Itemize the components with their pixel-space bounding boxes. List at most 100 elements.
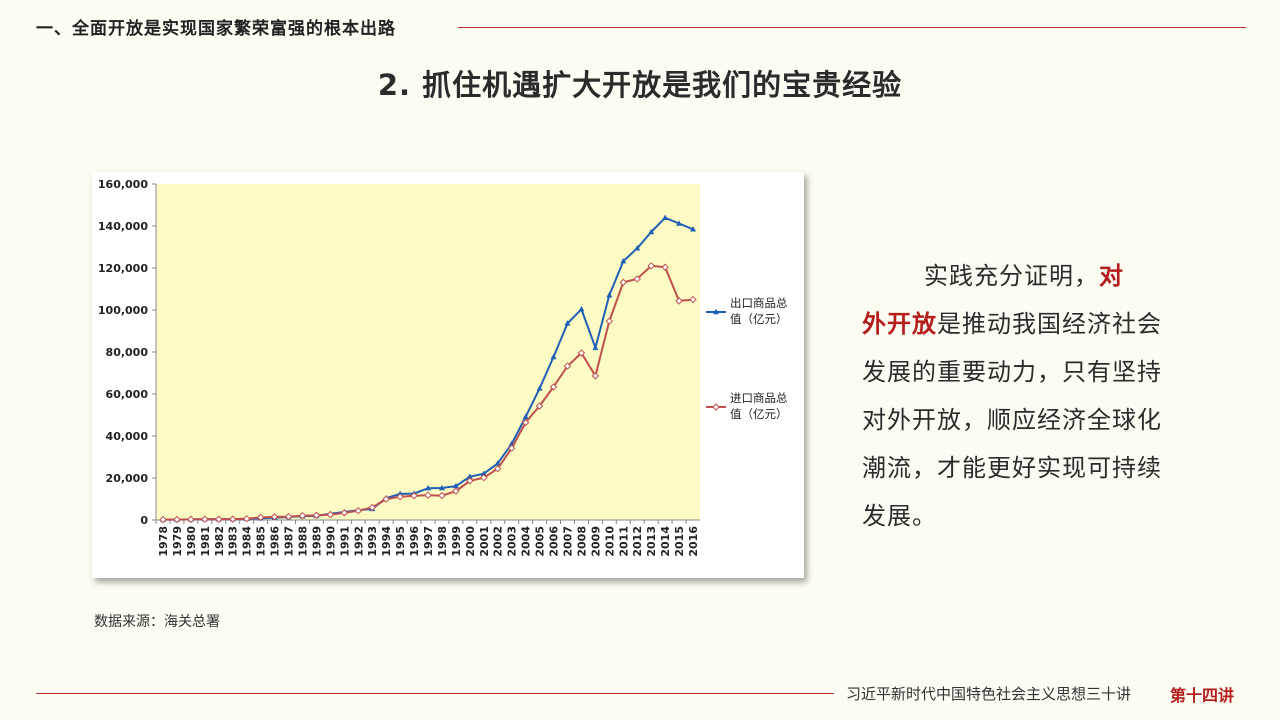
x-tick-label: 2012 [631,526,644,557]
trade-line-chart: 0 20,000 40,000 60,000 80,000 100,000 120,000 1… [98,178,788,557]
import-data-point [661,263,669,271]
import-data-point [382,495,390,503]
import-data-point [270,513,279,521]
x-tick-label: 1988 [296,526,309,557]
x-tick-label: 2013 [645,526,658,557]
export-data-point [425,484,431,491]
x-tick-label: 1981 [199,526,212,557]
x-tick-label: 1999 [450,526,463,557]
x-tick-label: 2010 [603,526,616,557]
import-data-point [187,515,195,524]
body-emphasis-b: 外开放 [862,310,937,338]
export-legend-marker [713,308,719,315]
import-data-point [201,515,209,523]
x-tick-label: 2004 [520,526,533,557]
y-tick-label: 60,000 [106,388,149,401]
x-tick-label: 1998 [436,526,449,557]
import-data-point [480,473,488,482]
x-tick-label: 1985 [255,526,268,557]
import-legend-label: 进口商品总 [730,391,788,405]
trade-chart-card: 0 20,000 40,000 60,000 80,000 100,000 120,000 1… [92,172,804,578]
x-tick-label: 1979 [171,526,184,557]
export-data-point [522,413,529,420]
import-data-point [633,275,641,283]
y-tick-label: 160,000 [98,178,148,191]
export-legend-label: 值（亿元） [730,312,788,326]
x-tick-label: 1992 [352,526,365,557]
x-tick-label: 2006 [548,526,561,557]
import-data-point [215,515,223,523]
import-data-point [675,297,683,305]
export-data-point [564,320,571,326]
import-data-point [242,514,251,523]
y-tick-label: 80,000 [106,346,149,359]
x-tick-label: 1994 [380,526,393,557]
x-tick-label: 2003 [506,526,519,557]
import-data-point [256,513,265,522]
import-data-point [229,515,237,523]
x-tick-label: 1980 [185,526,198,557]
x-tick-label: 2001 [478,526,491,557]
y-tick-label: 120,000 [98,262,148,275]
x-tick-label: 1995 [394,526,407,557]
y-tick-label: 100,000 [98,304,148,317]
x-tick-label: 2015 [673,526,686,557]
x-tick-label: 1987 [283,526,296,557]
footer-lecture-number: 第十四讲 [1170,686,1235,705]
export-data-point [648,228,655,235]
import-data-point [326,510,335,519]
import-data-point [549,383,558,391]
x-tick-label: 1986 [269,526,282,557]
import-data-point [689,295,697,304]
import-data-point [507,444,516,452]
import-data-point [619,278,627,287]
body-text-part1: 实践充分证明， [924,262,1099,290]
body-emphasis-a: 对 [1099,262,1124,290]
export-data-point [438,484,445,491]
plot-area [156,184,700,520]
export-data-point [620,257,627,264]
export-data-point [494,460,501,466]
body-text-part2: 是推动我国经济社会发展的重要动力，只有坚持对外开放，顺应经济全球化潮流，才能更好… [862,310,1162,530]
export-legend-label: 出口商品总 [730,296,788,310]
x-tick-label: 2007 [561,526,574,557]
import-data-point [312,511,321,520]
section-title: 一、全面开放是实现国家繁荣富强的根本出路 [36,19,396,39]
import-data-point [647,262,655,270]
x-tick-label: 1993 [366,526,379,557]
import-data-point [605,317,614,325]
import-data-point [494,464,502,473]
export-data-point [634,245,641,251]
export-data-point [662,214,669,221]
import-data-point [521,418,530,427]
export-data-point [690,226,697,232]
y-tick-label: 140,000 [98,220,148,233]
x-tick-label: 1991 [338,526,351,557]
footer-divider [36,693,834,694]
import-data-point [535,402,544,410]
y-tick-label: 40,000 [106,430,149,443]
import-data-point [396,493,404,501]
import-data-point [591,372,600,380]
export-data-point [452,482,459,489]
x-tick-label: 1996 [408,526,421,557]
export-data-point [592,344,599,350]
import-data-point [438,491,446,500]
x-tick-label: 2000 [464,526,477,557]
x-tick-label: 2008 [575,526,588,557]
import-data-point [452,487,460,495]
export-data-point [480,470,487,476]
import-data-point [410,492,418,500]
export-data-point [550,353,557,360]
x-tick-label: 1978 [157,526,170,557]
x-tick-label: 2016 [687,526,700,557]
x-tick-label: 1982 [213,526,226,557]
header-divider [458,27,1246,28]
footer-series-title: 习近平新时代中国特色社会主义思想三十讲 [846,685,1132,703]
x-tick-label: 2009 [589,526,602,557]
export-data-point [536,385,543,391]
export-data-point [676,220,683,226]
import-data-point [159,515,167,524]
import-legend-marker [712,403,720,411]
x-tick-label: 2002 [492,526,505,557]
